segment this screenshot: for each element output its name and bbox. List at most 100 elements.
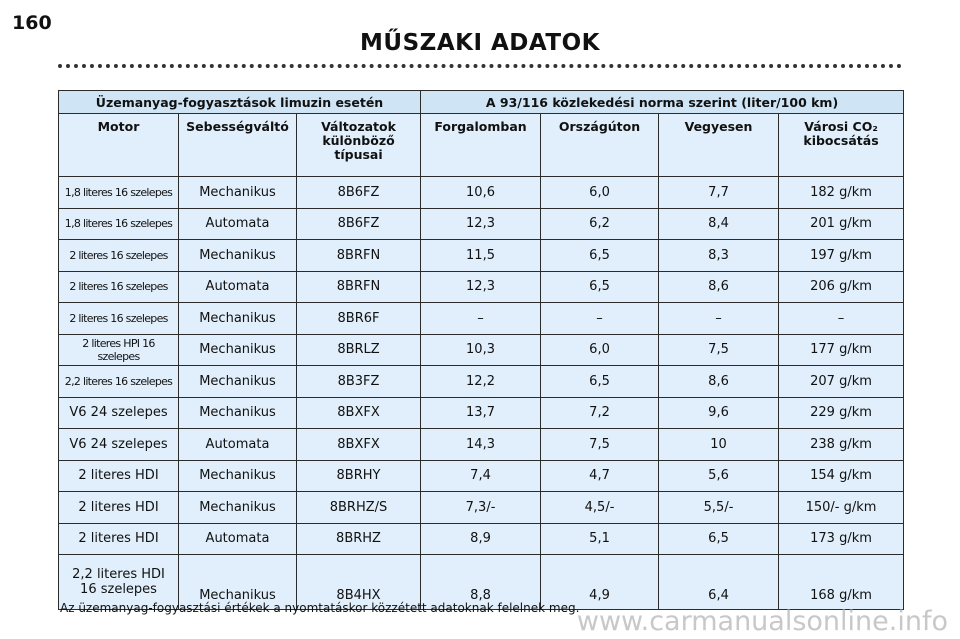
table-cell: 2 literes HDI (58, 491, 179, 524)
table-cell: Mechanikus (178, 491, 297, 524)
table-cell: 6,2 (540, 207, 660, 240)
table-cell: 7,7 (658, 176, 780, 209)
table-row: 1,8 literes 16 szelepes Automata 8B6FZ 12,3… (58, 207, 905, 240)
table-cell: 6,4 (658, 554, 780, 610)
table-cell: 10,3 (420, 333, 542, 366)
column-header: Sebességváltó (178, 113, 297, 177)
table-row: 2 literes 16 szelepes Mechanikus 8BR6F – – – – (58, 302, 905, 335)
table-cell: 6,0 (540, 333, 660, 366)
group-header: A 93/116 közlekedési norma szerint (lite… (420, 90, 905, 114)
table-cell: 238 g/km (778, 428, 905, 461)
table-cell: – (540, 302, 660, 335)
table-cell: 2 literes 16 szelepes (58, 302, 179, 335)
table-cell: 5,5/- (658, 491, 780, 524)
table-cell: 8,6 (658, 365, 780, 398)
table-cell: 5,6 (658, 459, 780, 492)
table-cell: – (778, 302, 905, 335)
table-cell: 1,8 literes 16 szelepes (58, 176, 179, 209)
table-row: 2 literes HDI Mechanikus 8BRHY 7,4 4,7 5,6 154… (58, 459, 905, 492)
table-cell: 9,6 (658, 396, 780, 429)
table-cell: 6,5 (658, 522, 780, 555)
table-cell: Mechanikus (178, 396, 297, 429)
table-row: 2 literes 16 szelepes Mechanikus 8BRFN 11,5… (58, 239, 905, 272)
table-cell: 201 g/km (778, 207, 905, 240)
column-header: Országúton (540, 113, 660, 177)
table-cell: 8BRLZ (295, 333, 422, 366)
table-cell: 1,8 literes 16 szelepes (58, 207, 179, 240)
column-header: Forgalomban (420, 113, 542, 177)
table-cell: 7,5 (658, 333, 780, 366)
table-cell: 10 (658, 428, 780, 461)
table-row: 2 literes HDI Automata 8BRHZ 8,9 5,1 6,5 173 g… (58, 522, 905, 555)
table-row: 2,2 literes 16 szelepes Mechanikus 8B3FZ 12… (58, 365, 905, 398)
table-cell: 4,9 (540, 554, 660, 610)
table-cell: 182 g/km (778, 176, 905, 209)
table-cell: 207 g/km (778, 365, 905, 398)
table-cell: 8,6 (658, 270, 780, 303)
table-cell: Mechanikus (178, 365, 297, 398)
table-cell: 2 literes HPI 16 szelepes (58, 333, 179, 366)
table-cell: 8,3 (658, 239, 780, 272)
footnote: Az üzemanyag-fogyasztási értékek a nyomt… (60, 601, 580, 615)
table-cell: Automata (178, 270, 297, 303)
table-cell: 12,3 (420, 270, 542, 303)
header-row: Motor Sebességváltó Változatok különböző t… (58, 113, 905, 177)
table-cell: 173 g/km (778, 522, 905, 555)
table-cell: 8BRHZ/S (295, 491, 422, 524)
table-cell: 8B4HX (295, 554, 422, 610)
table-cell: 13,7 (420, 396, 542, 429)
table-cell: 7,4 (420, 459, 542, 492)
table-cell: 8BRFN (295, 239, 422, 272)
table-cell: Mechanikus (178, 554, 297, 610)
table-cell: Mechanikus (178, 239, 297, 272)
spec-table: Üzemanyag-fogyasztások limuzin esetén A … (57, 90, 905, 610)
table-cell: 12,2 (420, 365, 542, 398)
table-cell: 2 literes 16 szelepes (58, 239, 179, 272)
table-cell: 206 g/km (778, 270, 905, 303)
column-header: Változatok különböző típusai (295, 113, 422, 177)
table-cell: 5,1 (540, 522, 660, 555)
table-cell: 177 g/km (778, 333, 905, 366)
table-cell: 8BRHZ (295, 522, 422, 555)
table-row: 2,2 literes HDI 16 szelepes Mechanikus 8B4… (58, 554, 905, 610)
table-cell: 8BR6F (295, 302, 422, 335)
table-cell: – (658, 302, 780, 335)
title: MŰSZAKI ADATOK (360, 30, 600, 56)
group-header: Üzemanyag-fogyasztások limuzin esetén (57, 90, 422, 114)
table-cell: 2,2 literes HDI 16 szelepes (58, 554, 179, 610)
table-cell: 8BXFX (295, 428, 422, 461)
table-cell: 7,5 (540, 428, 660, 461)
table-cell: V6 24 szelepes (58, 396, 179, 429)
table-cell: 8B3FZ (295, 365, 422, 398)
table-cell: 8,4 (658, 207, 780, 240)
table-cell: 168 g/km (778, 554, 905, 610)
table-cell: 6,5 (540, 365, 660, 398)
table-cell: 11,5 (420, 239, 542, 272)
table-cell: 8,9 (420, 522, 542, 555)
table-cell: 12,3 (420, 207, 542, 240)
watermark: www.carmanualsonline.info (576, 606, 948, 637)
table-cell: 154 g/km (778, 459, 905, 492)
table-cell: 2 literes 16 szelepes (58, 270, 179, 303)
table-row: 2 literes HDI Mechanikus 8BRHZ/S 7,3/- 4,5/-… (58, 491, 905, 524)
table-cell: 7,2 (540, 396, 660, 429)
table-cell: Automata (178, 522, 297, 555)
table-cell: Automata (178, 428, 297, 461)
table-cell: 10,6 (420, 176, 542, 209)
table-cell: 150/- g/km (778, 491, 905, 524)
table-row: 2 literes HPI 16 szelepes Mechanikus 8BRLZ… (58, 333, 905, 366)
table-cell: 4,5/- (540, 491, 660, 524)
column-header: Motor (58, 113, 179, 177)
table-cell: Mechanikus (178, 176, 297, 209)
page-number: 160 (12, 12, 52, 34)
table-cell: 2 literes HDI (58, 522, 179, 555)
table-cell: 4,7 (540, 459, 660, 492)
table-cell: 6,0 (540, 176, 660, 209)
table-cell: Mechanikus (178, 302, 297, 335)
table-cell: 8BRHY (295, 459, 422, 492)
table-cell: 6,5 (540, 270, 660, 303)
table-cell: 14,3 (420, 428, 542, 461)
table-cell: 2,2 literes 16 szelepes (58, 365, 179, 398)
table-cell: 2 literes HDI (58, 459, 179, 492)
